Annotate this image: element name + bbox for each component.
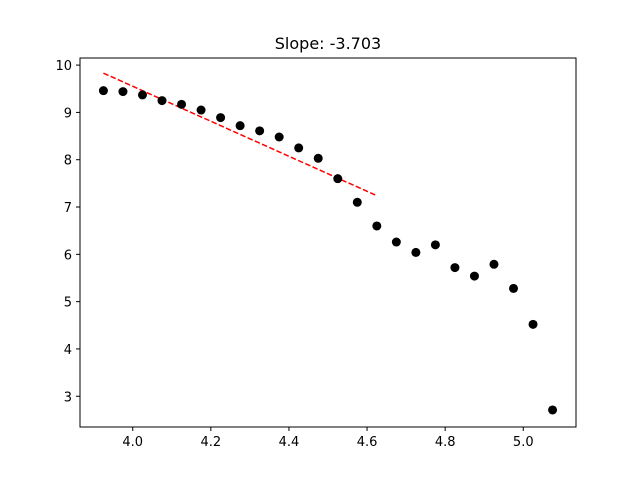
data-point [411, 247, 421, 257]
data-point [450, 263, 460, 273]
y-tick-label: 5 [64, 296, 72, 311]
data-point [313, 153, 323, 163]
data-point [216, 113, 226, 123]
data-point [274, 132, 284, 142]
plot-area-frame [79, 57, 577, 428]
data-point [391, 237, 401, 247]
x-axis-ticks: 4.0 4.2 4.4 4.6 4.8 5.0 [122, 427, 534, 450]
data-point [157, 96, 167, 106]
data-point [177, 99, 187, 109]
y-axis-ticks: 3 4 5 6 7 8 9 10 [55, 59, 80, 405]
y-tick-label: 3 [64, 390, 72, 405]
data-point [137, 90, 147, 100]
y-tick-label: 8 [64, 154, 72, 169]
x-tick-label: 5.0 [513, 435, 534, 450]
data-point [509, 283, 519, 293]
data-point [333, 174, 343, 184]
chart-title: Slope: -3.703 [275, 34, 381, 53]
x-tick-label: 4.6 [357, 435, 378, 450]
y-tick-label: 10 [55, 59, 72, 74]
y-tick-label: 4 [64, 343, 72, 358]
x-tick-label: 4.2 [200, 435, 221, 450]
x-tick-label: 4.4 [279, 435, 300, 450]
fit-line [103, 72, 378, 197]
data-point [372, 221, 382, 231]
data-points-layer [98, 86, 558, 415]
y-tick-label: 6 [64, 248, 72, 263]
data-point [118, 87, 128, 97]
y-tick-label: 9 [64, 106, 72, 121]
data-point [196, 105, 206, 115]
data-point [352, 197, 362, 207]
data-point [469, 271, 479, 281]
data-point [528, 319, 538, 329]
data-point [548, 405, 558, 415]
data-point [255, 126, 265, 136]
x-tick-label: 4.0 [122, 435, 143, 450]
data-point [430, 240, 440, 250]
y-tick-label: 7 [64, 201, 72, 216]
data-point [294, 143, 304, 153]
data-point [98, 86, 108, 96]
data-point [489, 259, 499, 269]
x-tick-label: 4.8 [435, 435, 456, 450]
data-point [235, 121, 245, 131]
fit-line-layer [103, 72, 378, 197]
